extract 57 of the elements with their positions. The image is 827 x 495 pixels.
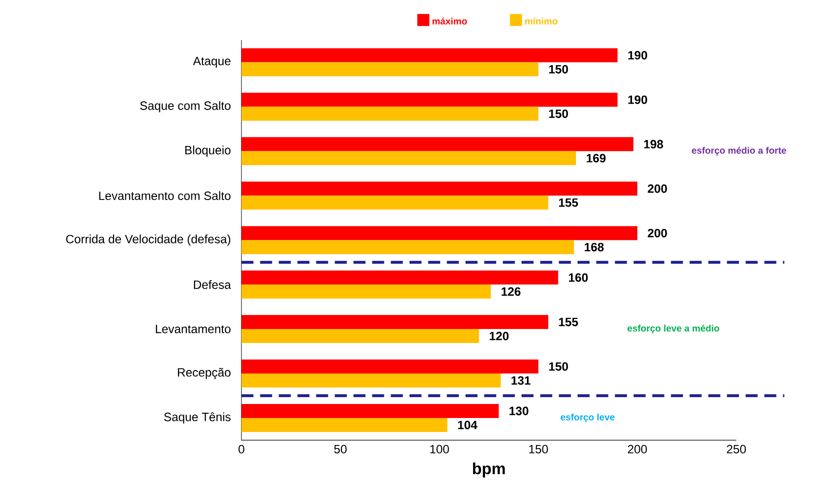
bar bbox=[241, 240, 574, 254]
data-label: 150 bbox=[549, 362, 568, 371]
y-tick-label: Defesa bbox=[194, 280, 232, 290]
y-tick-label: Ataque bbox=[193, 56, 230, 68]
annotation: esforço leve a médio bbox=[628, 324, 720, 334]
x-axis-title: bpm bbox=[473, 462, 505, 478]
bar bbox=[241, 418, 448, 432]
data-label: 155 bbox=[559, 318, 578, 326]
y-tick-label: Bloqueio bbox=[185, 146, 231, 157]
data-label: 126 bbox=[502, 287, 520, 296]
annotation: esforço médio a forte bbox=[692, 146, 786, 156]
bar bbox=[241, 360, 538, 374]
data-label: 169 bbox=[586, 154, 606, 162]
data-label: 130 bbox=[510, 406, 528, 416]
data-label: 200 bbox=[648, 184, 667, 193]
bar bbox=[241, 151, 576, 166]
bar bbox=[241, 106, 538, 121]
y-tick-label: Levantamento com Salto bbox=[99, 191, 230, 200]
bar bbox=[241, 226, 638, 240]
y-tick-label: Corrida de Velocidade (defesa) bbox=[66, 234, 230, 246]
x-tick-label: 50 bbox=[334, 444, 347, 454]
x-tick-label: 0 bbox=[238, 444, 244, 454]
data-label: 131 bbox=[512, 376, 530, 385]
bar bbox=[241, 270, 558, 285]
data-label: 168 bbox=[584, 242, 604, 252]
legend-label: máximo bbox=[432, 18, 467, 25]
bar bbox=[241, 329, 479, 344]
bar bbox=[241, 374, 501, 388]
bar bbox=[241, 315, 548, 330]
bar bbox=[241, 92, 618, 107]
y-tick-label: Saque com Salto bbox=[140, 101, 230, 112]
annotation: esforço leve bbox=[560, 414, 615, 422]
data-label: 150 bbox=[549, 110, 568, 118]
data-label: 120 bbox=[490, 332, 509, 340]
bar bbox=[241, 48, 618, 62]
data-label: 190 bbox=[628, 96, 648, 104]
data-label: 150 bbox=[549, 65, 568, 74]
data-label: 190 bbox=[628, 51, 648, 60]
x-tick-label: 100 bbox=[430, 444, 449, 454]
bar bbox=[241, 284, 491, 299]
bar bbox=[241, 137, 634, 152]
bar bbox=[241, 404, 499, 418]
x-tick-label: 150 bbox=[529, 444, 548, 454]
x-tick-label: 200 bbox=[628, 444, 647, 454]
data-label: 104 bbox=[458, 420, 478, 430]
y-tick-label: Levantamento bbox=[156, 324, 231, 334]
legend-label: mínimo bbox=[525, 18, 558, 25]
bar bbox=[241, 62, 538, 76]
bar bbox=[241, 182, 638, 196]
data-label: 155 bbox=[559, 198, 578, 207]
y-tick-label: Saque Tênis bbox=[164, 412, 231, 424]
data-label: 198 bbox=[644, 140, 664, 148]
data-label: 200 bbox=[648, 228, 667, 238]
data-label: 160 bbox=[568, 273, 588, 282]
x-tick-label: 250 bbox=[726, 444, 746, 454]
bar bbox=[241, 196, 548, 210]
y-tick-label: Recepção bbox=[178, 368, 231, 380]
